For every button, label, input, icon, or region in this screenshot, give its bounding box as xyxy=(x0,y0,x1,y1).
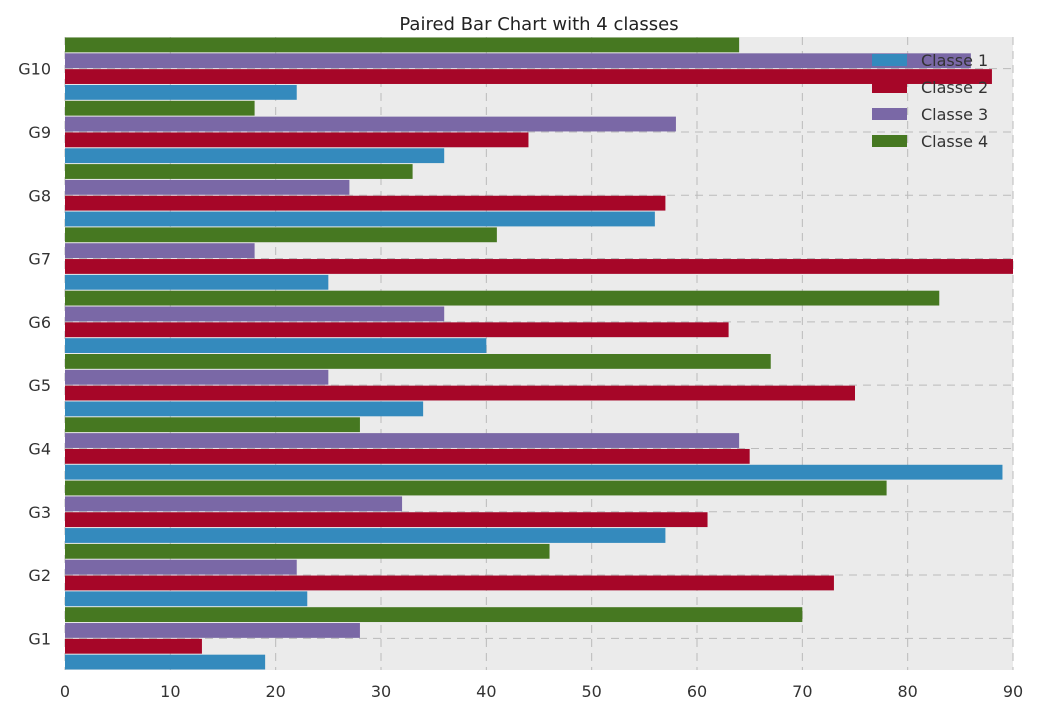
bar xyxy=(65,433,740,448)
x-tick-label: 90 xyxy=(1003,682,1023,701)
bar xyxy=(65,132,529,148)
bar xyxy=(65,306,445,322)
legend-label: Classe 3 xyxy=(921,105,988,124)
bar xyxy=(65,480,887,496)
y-tick-label: G8 xyxy=(28,186,51,205)
bar xyxy=(65,607,803,623)
bar xyxy=(65,528,666,543)
bar xyxy=(65,385,855,401)
y-tick-label: G6 xyxy=(28,313,51,332)
bar xyxy=(65,369,329,385)
bar xyxy=(65,623,360,638)
y-tick-label: G7 xyxy=(28,250,51,269)
x-axis-ticks: 0 10 20 30 40 50 60 70 80 90 xyxy=(60,682,1023,701)
bar xyxy=(65,575,834,591)
bar xyxy=(65,37,740,53)
bar xyxy=(65,116,676,132)
bar xyxy=(65,591,308,607)
bar xyxy=(65,84,297,100)
legend-swatch xyxy=(872,135,907,147)
bar xyxy=(65,69,992,84)
bar xyxy=(65,354,771,369)
legend-label: Classe 1 xyxy=(921,51,988,70)
bar xyxy=(65,53,971,69)
y-tick-label: G2 xyxy=(28,566,51,585)
bar xyxy=(65,654,266,670)
bar xyxy=(65,100,255,116)
x-tick-label: 0 xyxy=(60,682,70,701)
y-tick-label: G1 xyxy=(28,629,51,648)
y-tick-label: G5 xyxy=(28,376,51,395)
legend-label: Classe 2 xyxy=(921,78,988,97)
bar xyxy=(65,164,413,179)
bar xyxy=(65,496,403,512)
legend: Classe 1 Classe 2 Classe 3 Classe 4 xyxy=(872,51,988,151)
bar xyxy=(65,464,1003,480)
bar xyxy=(65,448,750,464)
bar xyxy=(65,243,255,259)
bar xyxy=(65,417,360,433)
x-tick-label: 10 xyxy=(160,682,180,701)
legend-swatch xyxy=(872,108,907,120)
x-tick-label: 20 xyxy=(265,682,285,701)
bar xyxy=(65,401,424,417)
bar xyxy=(65,259,1013,274)
x-tick-label: 50 xyxy=(581,682,601,701)
bar xyxy=(65,195,666,211)
y-axis-ticks: G1 G2 G3 G4 G5 G6 G7 G8 G9 G10 xyxy=(18,60,51,649)
y-tick-label: G9 xyxy=(28,123,51,142)
bar xyxy=(65,179,350,195)
x-tick-label: 60 xyxy=(687,682,707,701)
bar xyxy=(65,290,940,306)
bar xyxy=(65,148,445,164)
legend-label: Classe 4 xyxy=(921,132,988,151)
chart-title: Paired Bar Chart with 4 classes xyxy=(399,14,678,35)
bar xyxy=(65,211,655,227)
legend-swatch xyxy=(872,81,907,93)
x-tick-label: 40 xyxy=(476,682,496,701)
bar xyxy=(65,638,202,654)
y-tick-label: G10 xyxy=(18,60,51,79)
x-tick-label: 30 xyxy=(371,682,391,701)
bar xyxy=(65,274,329,290)
bar xyxy=(65,322,729,338)
bar xyxy=(65,543,550,559)
legend-swatch xyxy=(872,54,907,66)
bar xyxy=(65,512,708,528)
bar xyxy=(65,338,487,353)
x-tick-label: 80 xyxy=(897,682,917,701)
bar xyxy=(65,227,497,243)
y-tick-label: G3 xyxy=(28,503,51,522)
bar xyxy=(65,559,297,575)
x-tick-label: 70 xyxy=(792,682,812,701)
bars xyxy=(65,37,1013,670)
y-tick-label: G4 xyxy=(28,439,51,458)
